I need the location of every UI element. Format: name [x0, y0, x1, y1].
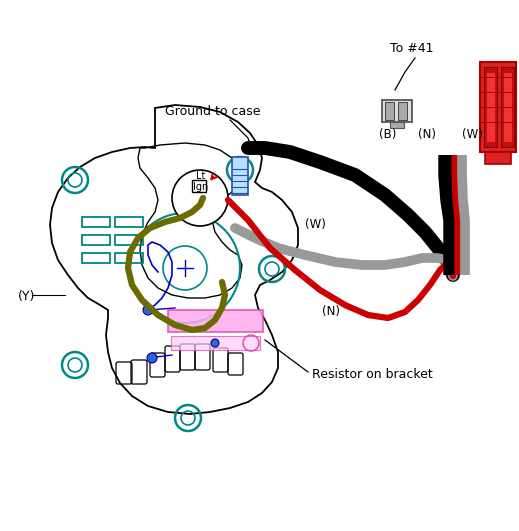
- Text: Ground to case: Ground to case: [165, 105, 261, 118]
- Text: To #41: To #41: [390, 42, 433, 55]
- Circle shape: [172, 170, 228, 226]
- Text: (W): (W): [305, 218, 326, 231]
- Bar: [398, 102, 407, 120]
- Bar: [192, 180, 206, 192]
- Bar: [503, 72, 512, 142]
- Bar: [485, 152, 511, 164]
- Bar: [171, 336, 260, 350]
- Bar: [480, 62, 516, 152]
- Circle shape: [143, 305, 153, 315]
- Bar: [385, 102, 394, 120]
- Circle shape: [147, 353, 157, 363]
- Bar: [168, 310, 263, 332]
- Bar: [232, 157, 248, 195]
- Text: (W): (W): [461, 128, 483, 141]
- Bar: [390, 122, 404, 128]
- Text: Resistor on bracket: Resistor on bracket: [312, 368, 433, 381]
- Text: Ign: Ign: [193, 182, 208, 192]
- Circle shape: [211, 339, 219, 347]
- Bar: [382, 100, 412, 122]
- Text: Lt: Lt: [196, 171, 206, 181]
- Text: (N): (N): [322, 305, 340, 318]
- Bar: [82, 235, 110, 245]
- Text: (B): (B): [379, 128, 397, 141]
- Text: (N): (N): [418, 128, 436, 141]
- Bar: [115, 235, 143, 245]
- Text: (Y): (Y): [18, 290, 35, 303]
- Polygon shape: [50, 105, 298, 414]
- Bar: [115, 217, 143, 227]
- Bar: [82, 253, 110, 263]
- Bar: [484, 67, 497, 147]
- Bar: [501, 67, 514, 147]
- Bar: [115, 253, 143, 263]
- Bar: [486, 72, 495, 142]
- Bar: [82, 217, 110, 227]
